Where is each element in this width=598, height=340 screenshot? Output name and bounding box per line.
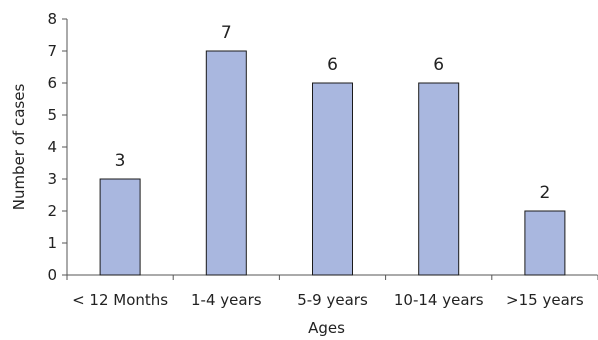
bar-value-label: 6	[433, 55, 444, 75]
y-tick-label: 8	[47, 10, 57, 28]
y-tick-label: 6	[47, 74, 57, 92]
y-tick-label: 2	[47, 202, 57, 220]
data-labels: 3 7 6 6 2	[115, 23, 551, 203]
bar	[418, 82, 460, 276]
x-axis-ticks	[66, 275, 598, 280]
y-tick-label: 5	[47, 106, 57, 124]
bar-value-label: 3	[115, 151, 126, 171]
x-tick-label: 5-9 years	[297, 291, 368, 309]
y-tick-label: 4	[47, 138, 57, 156]
bar-value-label: 2	[539, 183, 550, 203]
x-tick-label: 10-14 years	[394, 291, 484, 309]
y-tick-label: 3	[47, 170, 57, 188]
category-labels: < 12 Months 1-4 years 5-9 years 10-14 years…	[72, 291, 584, 309]
y-tick-label: 7	[47, 42, 57, 60]
y-tick-label: 0	[47, 266, 57, 284]
x-axis-title: Ages	[308, 319, 345, 337]
y-axis-title: Number of cases	[10, 84, 28, 211]
bar-value-label: 7	[221, 23, 232, 43]
bar	[524, 210, 566, 276]
bar-value-label: 6	[327, 55, 338, 75]
bar	[99, 178, 141, 276]
x-tick-label: 1-4 years	[191, 291, 262, 309]
bars	[99, 50, 566, 276]
x-tick-label: < 12 Months	[72, 291, 168, 309]
bar	[312, 82, 353, 276]
y-axis-ticks: 0 1 2 3 4 5 6 7 8	[47, 10, 67, 284]
bar	[205, 50, 247, 276]
y-tick-label: 1	[47, 234, 57, 252]
x-tick-label: >15 years	[506, 291, 584, 309]
